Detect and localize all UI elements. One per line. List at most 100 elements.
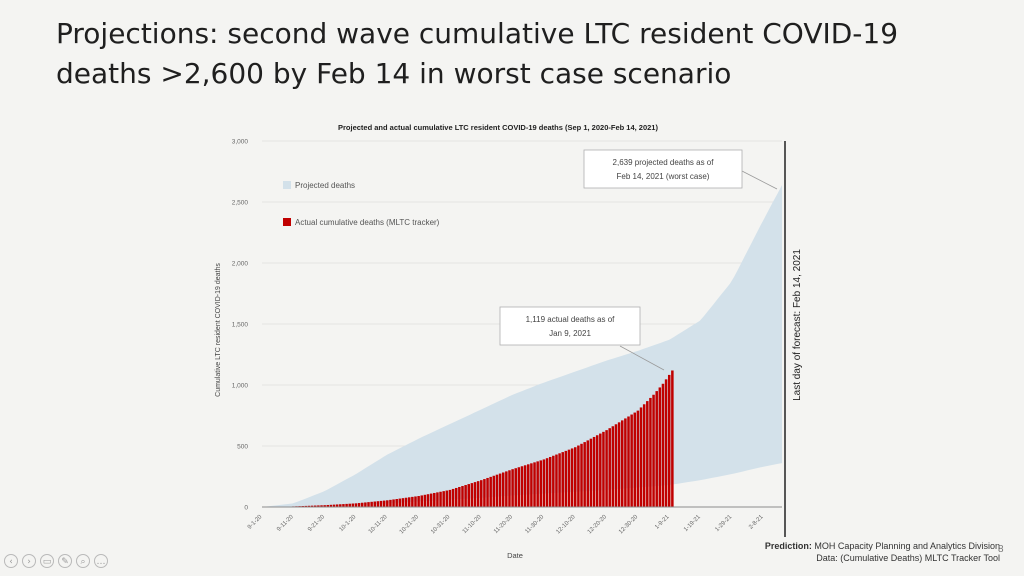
- source-line-1: Prediction: MOH Capacity Planning and An…: [660, 540, 1000, 552]
- actual-deaths-bar: [436, 492, 439, 507]
- legend: Projected deaths Actual cumulative death…: [283, 181, 440, 227]
- actual-deaths-bar: [379, 500, 383, 507]
- actual-deaths-bar: [404, 497, 408, 507]
- actual-deaths-bar: [655, 391, 658, 507]
- actual-deaths-bar: [514, 468, 517, 507]
- notes-icon[interactable]: ▭: [40, 554, 54, 568]
- actual-deaths-bar: [461, 486, 464, 507]
- pen-icon[interactable]: ✎: [58, 554, 72, 568]
- actual-deaths-bar: [667, 374, 671, 507]
- actual-deaths-bar: [520, 466, 524, 507]
- actual-deaths-bar: [498, 473, 502, 507]
- actual-deaths-bar: [564, 450, 568, 507]
- actual-deaths-bar: [373, 501, 377, 507]
- actual-deaths-bar: [605, 430, 608, 507]
- actual-deaths-bar: [407, 497, 411, 507]
- actual-deaths-bar: [351, 503, 355, 507]
- source-notes: Prediction: MOH Capacity Planning and An…: [660, 540, 1000, 564]
- actual-deaths-bar: [317, 505, 320, 507]
- actual-deaths-bar: [414, 496, 417, 507]
- actual-deaths-bar: [495, 474, 499, 507]
- actual-deaths-bar: [323, 505, 326, 507]
- y-axis-label: Cumulative LTC resident COVID-19 deaths: [215, 263, 222, 397]
- x-tick-label: 12-10-20: [555, 514, 577, 536]
- actual-deaths-bar: [433, 492, 436, 507]
- x-tick-label: 10-1-20: [339, 514, 358, 533]
- actual-deaths-bar: [326, 504, 330, 507]
- actual-deaths-bar: [345, 503, 348, 507]
- actual-deaths-bar: [530, 463, 533, 507]
- actual-deaths-bar: [523, 465, 527, 507]
- legend-label-actual: Actual cumulative deaths (MLTC tracker): [295, 218, 440, 227]
- actual-deaths-bar: [636, 410, 640, 507]
- actual-deaths-bar: [552, 455, 555, 507]
- actual-deaths-bar: [389, 499, 392, 507]
- annotation-projected: 2,639 projected deaths as of Feb 14, 202…: [583, 149, 778, 190]
- actual-deaths-bar: [470, 483, 474, 507]
- actual-deaths-bars: [292, 370, 674, 507]
- actual-deaths-bar: [567, 449, 571, 507]
- x-tick-label: 1-19-21: [683, 514, 702, 533]
- y-tick-labels: 0 500 1,000 1,500 2,000 2,500 3,000: [232, 139, 249, 512]
- previous-icon[interactable]: ‹: [4, 554, 18, 568]
- actual-deaths-bar: [664, 379, 668, 507]
- y-tick-label: 1,000: [232, 383, 249, 390]
- actual-deaths-bar: [583, 442, 586, 507]
- next-icon[interactable]: ›: [22, 554, 36, 568]
- actual-deaths-bar: [570, 448, 574, 507]
- actual-deaths-bar: [639, 407, 643, 507]
- legend-label-projected: Projected deaths: [295, 181, 355, 190]
- x-tick-label: 11-20-20: [493, 514, 514, 535]
- actual-deaths-bar: [307, 505, 311, 507]
- actual-deaths-bar: [580, 443, 583, 507]
- annotation-projected-box: [583, 149, 743, 189]
- x-tick-label: 9-21-20: [307, 514, 326, 533]
- actual-deaths-bar: [476, 481, 480, 507]
- actual-deaths-bar: [633, 412, 637, 507]
- x-axis-label: Date: [507, 551, 523, 560]
- actual-deaths-bar: [320, 505, 323, 507]
- actual-deaths-bar: [448, 489, 452, 507]
- actual-deaths-bar: [658, 387, 662, 507]
- annotation-actual-leader: [619, 345, 665, 371]
- actual-deaths-bar: [617, 422, 621, 507]
- page-number: 8: [998, 544, 1004, 555]
- actual-deaths-bar: [574, 447, 577, 507]
- x-tick-label: 12-20-20: [587, 514, 609, 536]
- actual-deaths-bar: [332, 504, 336, 507]
- actual-deaths-bar: [386, 500, 389, 507]
- actual-deaths-bar: [558, 453, 561, 507]
- x-tick-label: 12-30-20: [618, 514, 640, 536]
- actual-deaths-bar: [401, 498, 405, 507]
- annotation-projected-leader: [741, 170, 778, 190]
- actual-deaths-bar: [548, 456, 552, 507]
- projected-deaths-area: [262, 185, 782, 507]
- actual-deaths-bar: [395, 499, 398, 507]
- actual-deaths-bar: [536, 461, 539, 507]
- forecast-line-label: Last day of forecast: Feb 14, 2021: [792, 249, 803, 401]
- actual-deaths-bar: [542, 459, 546, 507]
- actual-deaths-bar: [445, 490, 449, 507]
- annotation-projected-line-2: Feb 14, 2021 (worst case): [617, 172, 710, 181]
- actual-deaths-bar: [561, 452, 564, 507]
- zoom-icon[interactable]: ⌕: [76, 554, 90, 568]
- x-tick-label: 11-10-20: [462, 514, 483, 535]
- actual-deaths-bar: [627, 416, 630, 507]
- slide-title-line-2: deaths >2,600 by Feb 14 in worst case sc…: [56, 57, 732, 90]
- actual-deaths-bar: [671, 370, 674, 507]
- actual-deaths-bar: [473, 482, 477, 507]
- x-tick-label: 10-21-20: [399, 514, 421, 536]
- x-tick-label: 9-11-20: [276, 514, 295, 533]
- actual-deaths-bar: [354, 503, 358, 507]
- actual-deaths-bar: [492, 475, 496, 507]
- source-prefix: Prediction:: [764, 541, 812, 551]
- actual-deaths-bar: [357, 503, 361, 507]
- more-icon[interactable]: …: [94, 554, 108, 568]
- y-tick-label: 2,500: [232, 200, 249, 207]
- actual-deaths-bar: [426, 494, 430, 507]
- actual-deaths-bar: [486, 477, 489, 507]
- actual-deaths-bar: [411, 496, 414, 507]
- y-tick-label: 3,000: [232, 139, 249, 146]
- actual-deaths-bar: [489, 476, 492, 507]
- actual-deaths-bar: [480, 480, 483, 507]
